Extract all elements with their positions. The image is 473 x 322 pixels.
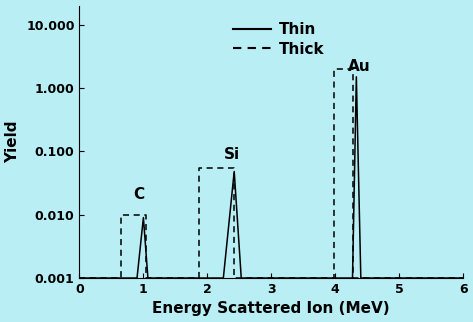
Legend: Thin, Thick: Thin, Thick — [227, 16, 331, 63]
Text: C: C — [133, 187, 145, 202]
X-axis label: Energy Scattered Ion (MeV): Energy Scattered Ion (MeV) — [152, 301, 390, 317]
Text: Si: Si — [224, 147, 240, 162]
Y-axis label: Yield: Yield — [6, 120, 20, 163]
Text: Au: Au — [348, 59, 371, 74]
